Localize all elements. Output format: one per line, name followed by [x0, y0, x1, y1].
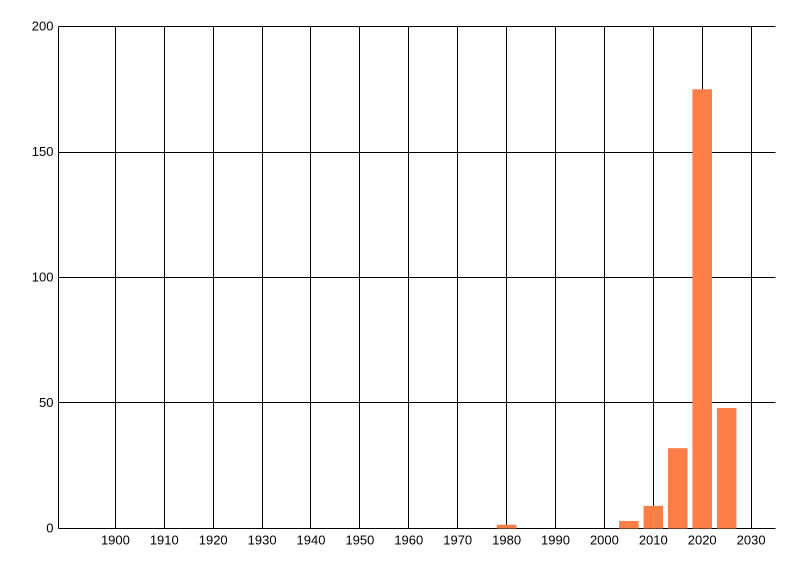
svg-text:1970: 1970 — [443, 533, 472, 548]
svg-text:1940: 1940 — [297, 533, 326, 548]
svg-text:1990: 1990 — [541, 533, 570, 548]
svg-text:200: 200 — [32, 19, 54, 34]
svg-text:50: 50 — [39, 395, 53, 410]
svg-text:1900: 1900 — [101, 533, 130, 548]
svg-text:1960: 1960 — [394, 533, 423, 548]
svg-text:1950: 1950 — [345, 533, 374, 548]
svg-text:2020: 2020 — [688, 533, 717, 548]
svg-text:1920: 1920 — [199, 533, 228, 548]
svg-text:100: 100 — [32, 270, 54, 285]
svg-text:0: 0 — [46, 521, 53, 536]
svg-text:1910: 1910 — [150, 533, 179, 548]
svg-text:2030: 2030 — [737, 533, 766, 548]
svg-text:1980: 1980 — [492, 533, 521, 548]
svg-text:150: 150 — [32, 144, 54, 159]
svg-text:2000: 2000 — [590, 533, 619, 548]
svg-text:1930: 1930 — [248, 533, 277, 548]
svg-text:2010: 2010 — [639, 533, 668, 548]
